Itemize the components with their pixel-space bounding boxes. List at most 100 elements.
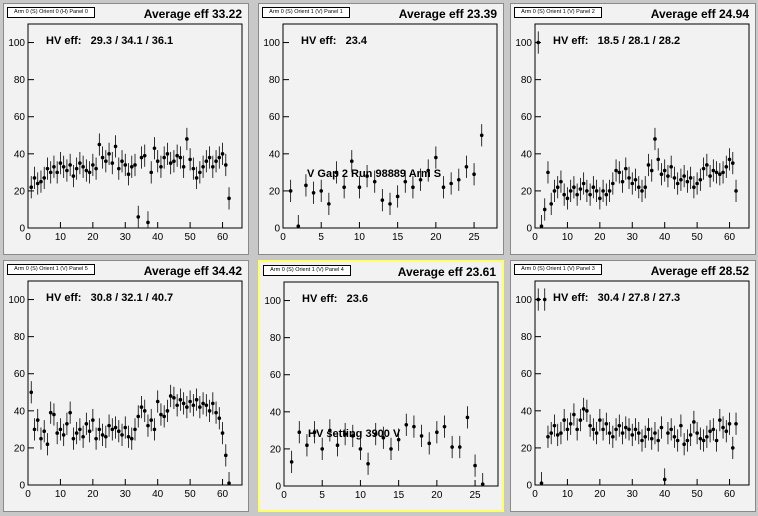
data-point xyxy=(718,418,722,422)
average-efficiency-label: Average eff 28.52 xyxy=(650,264,749,278)
data-point xyxy=(45,166,50,171)
data-point xyxy=(181,401,186,406)
data-point xyxy=(656,157,661,162)
data-point xyxy=(311,190,316,195)
data-point xyxy=(35,418,40,422)
data-point xyxy=(65,422,69,426)
data-point xyxy=(217,155,222,160)
data-point xyxy=(191,166,196,171)
plot-area: 0 20 40 60 80 100 0 10 20 30 40 50 60 xyxy=(8,23,243,243)
data-point xyxy=(419,434,424,438)
data-point xyxy=(149,418,154,422)
data-point xyxy=(594,431,599,435)
data-point xyxy=(552,189,557,193)
data-point xyxy=(198,405,202,409)
data-point xyxy=(146,423,150,428)
plot-panel-0: Arm 0 (S) Orient 0 (H) Panel 0 Average e… xyxy=(3,3,249,255)
y-tick-label: 40 xyxy=(14,149,26,160)
data-point xyxy=(685,179,690,184)
data-point xyxy=(343,432,347,436)
data-point xyxy=(539,224,544,228)
data-point xyxy=(607,189,612,193)
data-point xyxy=(411,185,415,189)
data-point xyxy=(188,399,192,404)
data-point xyxy=(194,397,199,402)
data-point xyxy=(372,179,377,184)
data-point xyxy=(682,174,686,178)
data-point xyxy=(358,447,363,451)
x-tick-label: 10 xyxy=(355,490,367,501)
data-point xyxy=(185,137,189,141)
data-point xyxy=(542,297,547,302)
data-point xyxy=(94,436,98,441)
data-point xyxy=(640,438,644,443)
data-point xyxy=(227,481,231,485)
data-point xyxy=(214,410,218,415)
hv-efficiency-label: HV eff: 30.4 / 27.8 / 27.3 xyxy=(553,292,681,304)
data-point xyxy=(94,166,98,171)
data-point xyxy=(688,176,693,180)
data-point xyxy=(549,431,554,435)
data-point xyxy=(87,429,92,434)
data-point xyxy=(223,163,228,167)
data-point xyxy=(457,445,462,449)
plot-area: 0 20 40 60 80 100 0 10 20 30 40 50 60 xyxy=(515,280,750,500)
data-point xyxy=(113,144,118,149)
data-point xyxy=(714,438,719,443)
data-point xyxy=(61,165,66,169)
data-point xyxy=(78,161,82,165)
y-tick-label: 40 xyxy=(521,406,533,417)
data-point xyxy=(472,172,476,177)
y-tick-label: 0 xyxy=(526,481,532,492)
data-point xyxy=(662,477,667,482)
hv-setting-annotation: HV setting 3900 V xyxy=(308,428,401,440)
x-tick-label: 0 xyxy=(25,232,31,243)
data-point xyxy=(365,174,369,178)
data-point xyxy=(297,430,302,435)
x-tick-label: 0 xyxy=(25,489,31,500)
data-point xyxy=(633,427,638,432)
data-point xyxy=(349,159,354,164)
data-point xyxy=(643,434,648,439)
data-point xyxy=(562,192,566,197)
panel-title: Arm 0 (S) Orient 1 (V) Panel 2 xyxy=(514,7,602,18)
data-point xyxy=(87,170,92,175)
x-tick-label: 40 xyxy=(152,489,164,500)
x-tick-label: 10 xyxy=(562,489,574,500)
plot-area: 0 20 40 60 80 100 0 10 20 30 40 50 60 xyxy=(8,280,243,500)
y-tick-label: 0 xyxy=(19,224,25,235)
data-point xyxy=(104,434,108,439)
data-point xyxy=(698,177,703,182)
data-point xyxy=(296,224,301,228)
average-efficiency-label: Average eff 23.39 xyxy=(398,7,497,21)
y-tick-label: 60 xyxy=(521,369,533,380)
data-point xyxy=(201,165,205,169)
data-point xyxy=(342,185,346,189)
x-tick-label: 40 xyxy=(659,489,671,500)
y-tick-label: 40 xyxy=(269,149,281,160)
data-point xyxy=(730,446,735,450)
data-point xyxy=(601,189,605,193)
data-point xyxy=(52,412,56,417)
data-point xyxy=(389,447,393,451)
data-point xyxy=(598,196,602,201)
plot-area: 0 20 40 60 80 100 0 5 10 15 20 25 xyxy=(264,281,499,501)
data-point xyxy=(617,423,622,428)
data-point xyxy=(588,192,592,197)
data-point xyxy=(68,410,72,415)
x-tick-label: 10 xyxy=(55,489,67,500)
data-point xyxy=(191,403,196,408)
plot-frame xyxy=(27,280,243,486)
plot-area: 0 20 40 60 80 100 0 10 20 30 40 50 60 xyxy=(515,23,750,243)
data-point xyxy=(381,435,386,440)
data-point xyxy=(672,176,677,180)
data-point xyxy=(100,433,105,437)
panel-title: Arm 0 (S) Orient 1 (V) Panel 5 xyxy=(7,264,95,275)
data-point xyxy=(456,177,461,182)
data-point xyxy=(396,437,401,442)
y-tick-label: 0 xyxy=(19,481,25,492)
data-point xyxy=(373,432,378,436)
data-point xyxy=(633,177,638,182)
data-point xyxy=(435,430,439,435)
data-point xyxy=(380,198,385,202)
